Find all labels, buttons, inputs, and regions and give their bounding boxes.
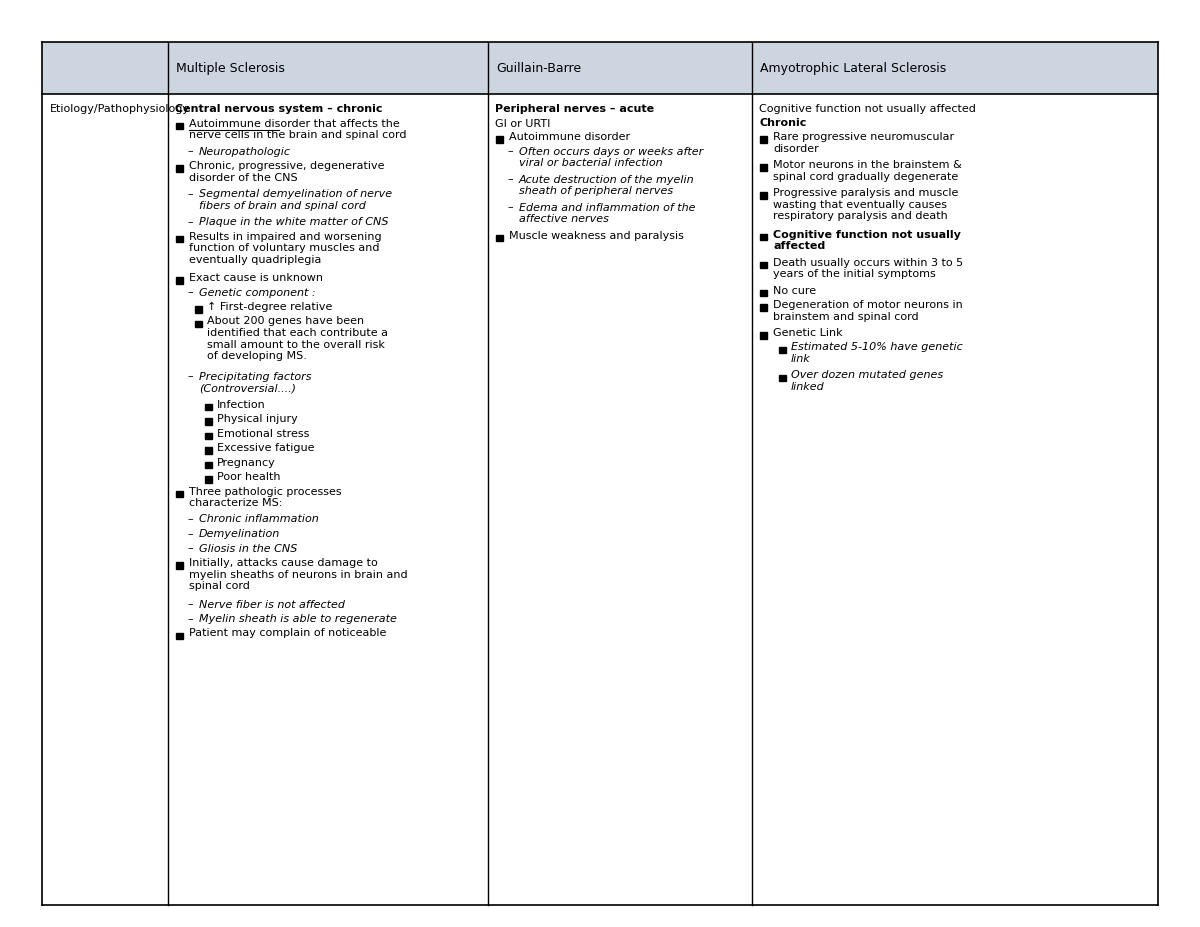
Bar: [42, 42, 1158, 94]
Text: Degeneration of motor neurons in
brainstem and spinal cord: Degeneration of motor neurons in brainst…: [773, 300, 962, 322]
Bar: [496, 136, 503, 143]
Bar: [760, 261, 767, 268]
Bar: [760, 192, 767, 198]
Text: Patient may complain of noticeable: Patient may complain of noticeable: [190, 629, 386, 639]
Bar: [176, 490, 182, 497]
Bar: [205, 403, 211, 410]
Text: Precipitating factors
(Controversial....): Precipitating factors (Controversial....…: [199, 372, 312, 393]
Text: Muscle weakness and paralysis: Muscle weakness and paralysis: [509, 231, 684, 240]
Text: Emotional stress: Emotional stress: [217, 428, 310, 438]
Bar: [176, 235, 182, 242]
Text: About 200 genes have been
identified that each contribute a
small amount to the : About 200 genes have been identified tha…: [208, 316, 388, 362]
Text: –: –: [508, 146, 512, 157]
Text: Initially, attacks cause damage to
myelin sheaths of neurons in brain and
spinal: Initially, attacks cause damage to myeli…: [190, 558, 408, 591]
Text: Autoimmune disorder that affects the
nerve cells in the brain and spinal cord: Autoimmune disorder that affects the ner…: [190, 119, 407, 140]
Bar: [176, 165, 182, 171]
Text: Over dozen mutated genes
linked: Over dozen mutated genes linked: [791, 371, 943, 392]
Text: Cognitive function not usually affected: Cognitive function not usually affected: [760, 104, 976, 114]
Text: Amyotrophic Lateral Sclerosis: Amyotrophic Lateral Sclerosis: [760, 61, 947, 74]
Text: Guillain-Barre: Guillain-Barre: [496, 61, 581, 74]
Text: Infection: Infection: [217, 400, 265, 410]
Text: Multiple Sclerosis: Multiple Sclerosis: [176, 61, 284, 74]
Text: –: –: [187, 217, 193, 227]
Text: –: –: [187, 614, 193, 624]
Text: Excessive fatigue: Excessive fatigue: [217, 443, 314, 453]
Text: Central nervous system – chronic: Central nervous system – chronic: [175, 104, 383, 114]
Text: Chronic: Chronic: [760, 118, 806, 128]
Bar: [779, 347, 786, 353]
Text: Often occurs days or weeks after
viral or bacterial infection: Often occurs days or weeks after viral o…: [520, 146, 703, 168]
Bar: [205, 433, 211, 439]
Bar: [205, 447, 211, 453]
Text: –: –: [187, 189, 193, 199]
Text: –: –: [187, 543, 193, 553]
Bar: [496, 235, 503, 241]
Text: Exact cause is unknown: Exact cause is unknown: [190, 273, 323, 283]
Bar: [205, 418, 211, 425]
Bar: [760, 289, 767, 296]
Text: ↑ First-degree relative: ↑ First-degree relative: [208, 302, 332, 312]
Text: Plaque in the white matter of CNS: Plaque in the white matter of CNS: [199, 217, 389, 227]
Bar: [176, 562, 182, 568]
Text: Rare progressive neuromuscular
disorder: Rare progressive neuromuscular disorder: [773, 132, 954, 154]
Text: Three pathologic processes
characterize MS:: Three pathologic processes characterize …: [190, 487, 342, 508]
Text: Acute destruction of the myelin
sheath of peripheral nerves: Acute destruction of the myelin sheath o…: [520, 174, 695, 197]
Text: Segmental demyelination of nerve
fibers of brain and spinal cord: Segmental demyelination of nerve fibers …: [199, 189, 392, 210]
Bar: [176, 122, 182, 129]
Text: Gliosis in the CNS: Gliosis in the CNS: [199, 543, 298, 553]
Text: Neuropathologic: Neuropathologic: [199, 146, 292, 157]
Bar: [194, 321, 202, 327]
Text: Progressive paralysis and muscle
wasting that eventually causes
respiratory para: Progressive paralysis and muscle wasting…: [773, 188, 959, 222]
Text: Myelin sheath is able to regenerate: Myelin sheath is able to regenerate: [199, 614, 397, 624]
Text: Chronic, progressive, degenerative
disorder of the CNS: Chronic, progressive, degenerative disor…: [190, 161, 384, 183]
Bar: [760, 332, 767, 338]
Bar: [205, 462, 211, 468]
Text: –: –: [187, 529, 193, 539]
Text: –: –: [508, 202, 512, 212]
Bar: [205, 476, 211, 483]
Bar: [760, 136, 767, 143]
Text: Demyelination: Demyelination: [199, 529, 281, 539]
Text: Results in impaired and worsening
function of voluntary muscles and
eventually q: Results in impaired and worsening functi…: [190, 232, 382, 265]
Text: Physical injury: Physical injury: [217, 414, 298, 424]
Text: Chronic inflammation: Chronic inflammation: [199, 514, 319, 525]
Bar: [760, 164, 767, 171]
Text: Autoimmune disorder: Autoimmune disorder: [509, 132, 630, 142]
Text: Genetic Link: Genetic Link: [773, 328, 842, 338]
Text: –: –: [187, 514, 193, 525]
Bar: [176, 632, 182, 640]
Text: –: –: [187, 146, 193, 157]
Bar: [194, 306, 202, 312]
Bar: [779, 375, 786, 381]
Text: Estimated 5-10% have genetic
link: Estimated 5-10% have genetic link: [791, 342, 962, 364]
Text: Peripheral nerves – acute: Peripheral nerves – acute: [496, 104, 654, 114]
Text: Poor health: Poor health: [217, 472, 281, 482]
Text: Genetic component :: Genetic component :: [199, 287, 316, 298]
Text: Motor neurons in the brainstem &
spinal cord gradually degenerate: Motor neurons in the brainstem & spinal …: [773, 160, 961, 182]
Text: Etiology/Pathophysiology: Etiology/Pathophysiology: [50, 104, 190, 114]
Text: Edema and inflammation of the
affective nerves: Edema and inflammation of the affective …: [520, 202, 696, 224]
Bar: [176, 277, 182, 284]
Bar: [760, 234, 767, 240]
Text: Death usually occurs within 3 to 5
years of the initial symptoms: Death usually occurs within 3 to 5 years…: [773, 258, 964, 279]
Text: –: –: [187, 600, 193, 609]
Text: GI or URTI: GI or URTI: [496, 119, 551, 129]
Text: Pregnancy: Pregnancy: [217, 458, 276, 467]
Bar: [760, 304, 767, 311]
Text: Cognitive function not usually
affected: Cognitive function not usually affected: [773, 230, 961, 251]
Text: Nerve fiber is not affected: Nerve fiber is not affected: [199, 600, 346, 609]
Text: –: –: [508, 174, 512, 184]
Text: –: –: [187, 287, 193, 298]
Text: –: –: [187, 372, 193, 382]
Text: No cure: No cure: [773, 286, 816, 296]
